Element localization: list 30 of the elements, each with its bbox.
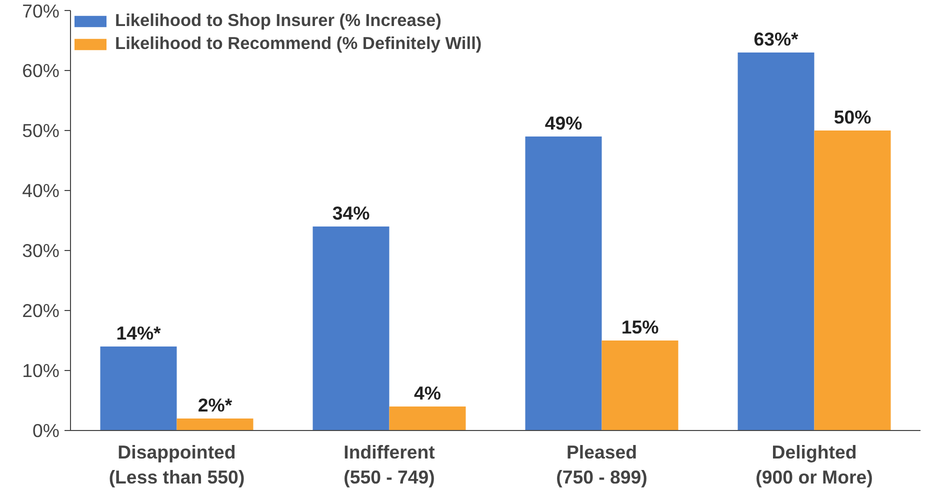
y-tick-label: 60% <box>22 60 60 81</box>
data-label: 2%* <box>198 394 233 416</box>
data-label: 50% <box>834 106 872 128</box>
data-label: 63%* <box>754 28 800 50</box>
data-label: 15% <box>621 316 660 338</box>
y-tick-label: 10% <box>22 360 60 381</box>
bar <box>814 130 891 430</box>
legend-label: Likelihood to Shop Insurer (% Increase) <box>115 10 442 31</box>
y-tick-label: 30% <box>22 240 60 261</box>
x-tick-label: Disappointed (Less than 550) <box>108 442 245 488</box>
bar <box>738 52 814 430</box>
bar <box>176 418 254 430</box>
bar <box>602 340 678 430</box>
x-tick-label: Pleased (750 - 899) <box>556 442 648 488</box>
data-label: 49% <box>544 112 583 134</box>
data-label: 14%* <box>116 322 162 344</box>
bar <box>312 226 390 430</box>
data-label: 4% <box>414 382 442 404</box>
bar <box>525 136 602 430</box>
y-tick-label: 20% <box>22 300 60 321</box>
bar <box>389 406 466 430</box>
y-tick-label: 50% <box>22 120 60 141</box>
x-tick-label: Indifferent (550 - 749) <box>344 442 435 488</box>
legend-label: Likelihood to Recommend (% Definitely Will) <box>115 33 482 54</box>
data-label: 34% <box>332 202 370 224</box>
y-tick-label: 0% <box>32 420 60 441</box>
y-tick-label: 70% <box>22 0 60 22</box>
x-tick-label: Delighted (900 or More) <box>756 442 873 488</box>
bar <box>100 346 177 430</box>
y-tick-label: 40% <box>22 180 60 201</box>
